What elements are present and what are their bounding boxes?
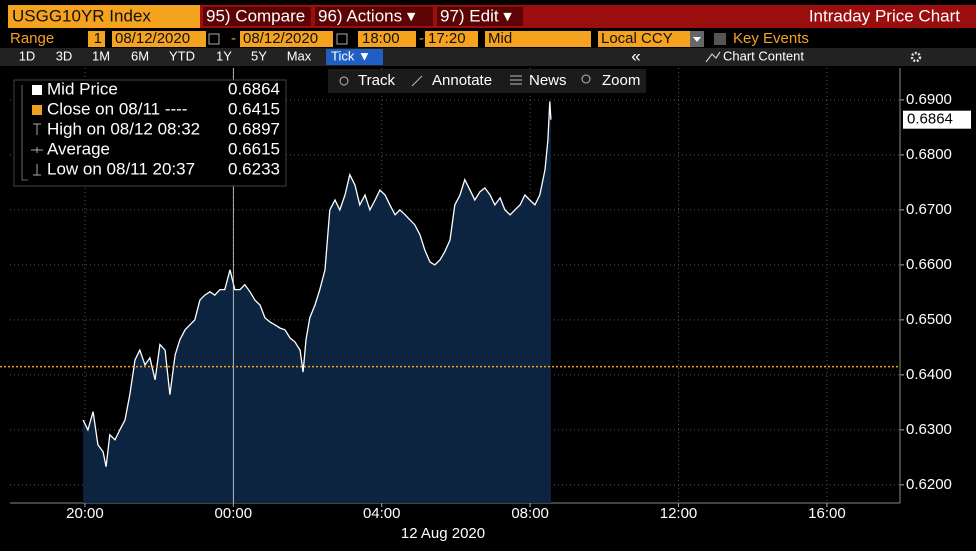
period-button[interactable]: 1D bbox=[19, 48, 36, 63]
tool-news[interactable]: News bbox=[529, 72, 567, 89]
edit-button[interactable] bbox=[437, 7, 523, 26]
legend-value: 0.6897 bbox=[228, 119, 280, 138]
chart-icon bbox=[705, 51, 721, 63]
annotate-icon bbox=[411, 75, 423, 87]
chart-content[interactable]: Chart Content bbox=[723, 48, 804, 63]
tool-annotate[interactable]: Annotate bbox=[432, 72, 492, 89]
currency: Local CCY bbox=[601, 30, 673, 47]
y-tick-label: 0.6700 bbox=[906, 201, 952, 218]
x-tick-label: 00:00 bbox=[215, 505, 253, 522]
x-tick-label: 08:00 bbox=[511, 505, 549, 522]
legend-value: 0.6233 bbox=[228, 159, 280, 178]
legend-bracket bbox=[21, 85, 28, 181]
security: USGG10YR Index bbox=[12, 6, 151, 25]
legend-value: 0.6415 bbox=[228, 99, 280, 118]
security-box[interactable] bbox=[8, 5, 200, 28]
period-button[interactable]: 1M bbox=[92, 48, 110, 63]
y-tick-label: 0.6800 bbox=[906, 146, 952, 163]
edit: 97) Edit ▾ bbox=[440, 6, 512, 25]
line bbox=[82, 101, 552, 467]
zoom-icon bbox=[581, 74, 591, 84]
range-count: 1 bbox=[94, 30, 102, 47]
start-date: 08/12/2020 bbox=[115, 30, 190, 47]
dash: - bbox=[231, 30, 236, 47]
period-button[interactable]: Max bbox=[287, 48, 312, 63]
x-axis-label: 12 Aug 2020 bbox=[401, 525, 485, 542]
frequency: Tick ▼ bbox=[331, 48, 371, 63]
y-tick-label: 0.6900 bbox=[906, 91, 952, 108]
legend-icon bbox=[33, 164, 41, 176]
x-tick-label: 20:00 bbox=[66, 505, 104, 522]
arrow-icon bbox=[693, 37, 701, 42]
period-buttons: 1D 3D 1M 6M YTD 1Y 5Y Max bbox=[19, 48, 312, 63]
x-tick-label: 04:00 bbox=[363, 505, 401, 522]
period-button[interactable]: 3D bbox=[56, 48, 73, 63]
legend-icon bbox=[33, 123, 41, 135]
legend-label: Low on 08/11 20:37 bbox=[47, 159, 195, 178]
legend-value: 0.6864 bbox=[228, 79, 280, 98]
end-time: 17:20 bbox=[428, 30, 466, 47]
area bbox=[83, 101, 551, 503]
legend-value: 0.6615 bbox=[228, 139, 280, 158]
calendar-icon[interactable] bbox=[336, 33, 348, 45]
legend-box bbox=[13, 79, 287, 187]
start-date-box[interactable] bbox=[112, 31, 206, 47]
y-tick-label: 0.6300 bbox=[906, 421, 952, 438]
period-button[interactable]: YTD bbox=[169, 48, 195, 63]
price-field-box[interactable] bbox=[485, 31, 591, 47]
calendar-icon[interactable] bbox=[208, 33, 220, 45]
news-icon bbox=[510, 75, 522, 85]
settings-icon[interactable] bbox=[910, 51, 922, 63]
legend-swatch bbox=[32, 85, 42, 95]
range-count-box[interactable] bbox=[88, 31, 105, 47]
track-icon bbox=[339, 76, 349, 86]
period-button[interactable]: 1Y bbox=[216, 48, 232, 63]
y-tick-label: 0.6200 bbox=[906, 476, 952, 493]
last-price-label: 0.6864 bbox=[907, 111, 953, 128]
range-label: Range bbox=[10, 30, 54, 47]
start-time-box[interactable] bbox=[358, 31, 416, 47]
x-tick-label: 16:00 bbox=[808, 505, 846, 522]
legend-label: Close on 08/11 ---- bbox=[47, 99, 187, 118]
y-tick-label: 0.6500 bbox=[906, 311, 952, 328]
key-events: Key Events bbox=[733, 30, 809, 47]
legend-icon bbox=[31, 147, 43, 153]
legend-label: Mid Price bbox=[47, 79, 118, 98]
actions-button[interactable] bbox=[315, 7, 433, 26]
legend-swatch bbox=[32, 105, 42, 115]
collapse[interactable]: « bbox=[631, 46, 640, 65]
end-time-box[interactable] bbox=[425, 31, 478, 47]
frequency-button[interactable] bbox=[326, 49, 383, 65]
legend: Mid Price 0.6864 Close on 08/11 ---- 0.6… bbox=[13, 79, 287, 187]
compare-button[interactable] bbox=[203, 7, 311, 26]
y-tick-label: 0.6400 bbox=[906, 366, 952, 383]
dash: - bbox=[419, 30, 424, 47]
x-tick-label: 12:00 bbox=[660, 505, 698, 522]
legend-label: High on 08/12 08:32 bbox=[47, 119, 200, 138]
window-title: Intraday Price Chart bbox=[809, 6, 960, 25]
toolbar-bg bbox=[328, 69, 646, 93]
checkbox[interactable] bbox=[714, 33, 726, 45]
price-field: Mid bbox=[488, 30, 512, 47]
actions: 96) Actions ▾ bbox=[318, 6, 416, 25]
chart-toolbar: Track Annotate News Zoom bbox=[328, 69, 646, 93]
y-tick-label: 0.6600 bbox=[906, 256, 952, 273]
period-button[interactable]: 5Y bbox=[251, 48, 267, 63]
legend-label: Average bbox=[47, 139, 110, 158]
toolbar-bar bbox=[0, 48, 976, 66]
compare: 95) Compare bbox=[206, 6, 305, 25]
end-date-box[interactable] bbox=[240, 31, 333, 47]
period-button[interactable]: 6M bbox=[131, 48, 149, 63]
tool-track[interactable]: Track bbox=[358, 72, 395, 89]
currency-box[interactable] bbox=[598, 31, 690, 47]
end-date: 08/12/2020 bbox=[243, 30, 318, 47]
tool-zoom[interactable]: Zoom bbox=[602, 72, 640, 89]
start-time: 18:00 bbox=[362, 30, 400, 47]
last-price-tag bbox=[903, 110, 971, 129]
